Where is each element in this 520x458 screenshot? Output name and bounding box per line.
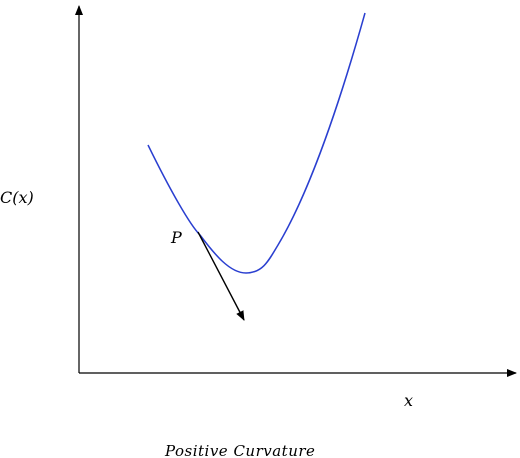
y-axis-label: C(x) <box>0 188 34 207</box>
point-label: P <box>170 228 182 247</box>
tangent-arrow <box>197 231 245 321</box>
cost-curve <box>147 12 366 274</box>
x-axis-label: x <box>404 391 413 410</box>
figure-caption: Positive Curvature <box>164 442 315 458</box>
